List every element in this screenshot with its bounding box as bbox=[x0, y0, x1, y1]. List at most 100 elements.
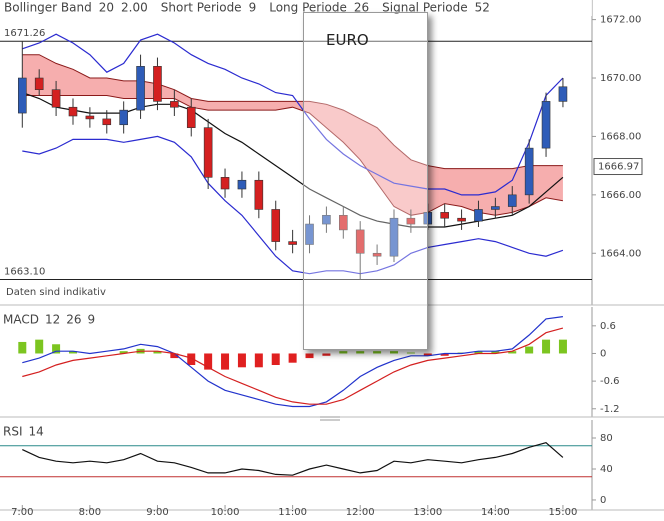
candle-body bbox=[339, 214, 348, 231]
candle-body bbox=[406, 217, 416, 225]
indicator-line bbox=[22, 92, 564, 228]
macd-bar bbox=[542, 339, 551, 354]
indicator-label: Signal Periode bbox=[382, 1, 467, 15]
panel-param: 9 bbox=[88, 313, 96, 327]
macd-bar bbox=[187, 353, 196, 365]
candle-body bbox=[440, 212, 449, 219]
y-tick-label: 1666.00 bbox=[600, 190, 641, 201]
macd-bar bbox=[558, 339, 567, 354]
candle-body bbox=[85, 115, 95, 120]
panel-param: 14 bbox=[29, 425, 44, 439]
y-tick-label: 1664.00 bbox=[600, 248, 641, 259]
candle-body bbox=[18, 77, 27, 114]
candle-body bbox=[558, 86, 568, 102]
candle-body bbox=[34, 77, 44, 91]
macd-bar bbox=[18, 341, 27, 354]
y-tick-label: 40 bbox=[600, 464, 613, 475]
last-price-box bbox=[593, 158, 643, 176]
macd-bar bbox=[305, 353, 314, 359]
indicator-label: Bollinger Band bbox=[4, 1, 92, 15]
y-tick-label: -1.2 bbox=[600, 404, 620, 415]
candle-body bbox=[102, 118, 112, 126]
euro-window[interactable]: EURO bbox=[303, 12, 428, 350]
candle-body bbox=[237, 179, 247, 190]
macd-bar bbox=[491, 351, 500, 354]
macd-bar bbox=[423, 353, 432, 356]
y-tick-label: 0.6 bbox=[600, 321, 616, 332]
macd-bar bbox=[221, 353, 230, 370]
x-tick-label: 14:00 bbox=[481, 507, 510, 518]
candle-body bbox=[271, 209, 281, 242]
candle-body bbox=[51, 89, 61, 108]
macd-line bbox=[22, 316, 563, 408]
candle-body bbox=[355, 229, 365, 254]
macd-bar bbox=[52, 344, 61, 354]
cloud-line bbox=[22, 95, 563, 216]
x-tick-label: 11:00 bbox=[278, 507, 307, 518]
macd-bar bbox=[153, 351, 162, 354]
candle-body bbox=[119, 109, 128, 126]
panel-title: MACD bbox=[3, 313, 39, 327]
macd-bar bbox=[170, 353, 179, 359]
macd-bar bbox=[373, 351, 382, 354]
x-tick-label: 15:00 bbox=[549, 507, 578, 518]
panel-param: 26 bbox=[66, 313, 81, 327]
panel-param: 12 bbox=[45, 313, 60, 327]
macd-bar bbox=[474, 351, 483, 354]
cloud-fill bbox=[22, 54, 563, 216]
macd-bar bbox=[389, 351, 398, 354]
panel-title: RSI bbox=[3, 425, 23, 439]
y-tick-label: 1672.00 bbox=[600, 15, 641, 26]
candle-body bbox=[524, 147, 534, 196]
candle-body bbox=[254, 179, 264, 210]
overlay-title: EURO bbox=[326, 31, 369, 49]
macd-bar bbox=[68, 351, 77, 354]
candle-body bbox=[220, 177, 230, 190]
macd-bar bbox=[406, 352, 415, 354]
high-label: 1671.26 bbox=[4, 28, 45, 39]
indicator-line bbox=[22, 33, 564, 196]
candle-body bbox=[474, 209, 483, 222]
macd-bar bbox=[339, 351, 348, 354]
candle-body bbox=[491, 206, 500, 210]
indicator-param: 52 bbox=[475, 1, 490, 15]
candle-body bbox=[203, 127, 213, 178]
x-tick-label: 9:00 bbox=[146, 507, 168, 518]
indicator-line bbox=[22, 135, 564, 275]
macd-bar bbox=[322, 353, 331, 356]
indicator-param: 20 bbox=[99, 1, 114, 15]
low-label: 1663.10 bbox=[4, 267, 45, 278]
last-price: 1666.97 bbox=[598, 162, 639, 173]
candle-body bbox=[507, 194, 517, 207]
x-tick-label: 7:00 bbox=[11, 507, 33, 518]
macd-bar bbox=[508, 351, 517, 354]
macd-bar bbox=[288, 353, 297, 363]
candle-body bbox=[186, 106, 196, 128]
macd-bar bbox=[119, 351, 128, 354]
macd-bar bbox=[254, 353, 263, 368]
macd-bar bbox=[204, 353, 213, 370]
candle-body bbox=[305, 223, 314, 245]
macd-bar bbox=[356, 351, 365, 354]
macd-bar bbox=[237, 353, 246, 368]
macd-bar bbox=[271, 353, 280, 365]
x-tick-label: 8:00 bbox=[79, 507, 101, 518]
cloud-line bbox=[22, 54, 563, 170]
x-tick-label: 12:00 bbox=[346, 507, 375, 518]
macd-bar bbox=[35, 339, 44, 354]
x-tick-label: 10:00 bbox=[211, 507, 240, 518]
candle-body bbox=[68, 106, 78, 117]
note: Daten sind indikativ bbox=[6, 287, 106, 298]
candle-body bbox=[322, 214, 331, 225]
candle-body bbox=[389, 217, 399, 257]
candle-body bbox=[136, 66, 145, 111]
y-tick-label: 80 bbox=[600, 433, 613, 444]
y-tick-label: 0 bbox=[600, 495, 606, 506]
header-bg bbox=[0, 0, 592, 16]
candle-body bbox=[457, 217, 466, 222]
indicator-param: 9 bbox=[249, 1, 257, 15]
indicator-label: Long Periode bbox=[269, 1, 347, 15]
macd-line bbox=[22, 327, 564, 405]
candle-body bbox=[153, 66, 162, 102]
indicator-param: 2.00 bbox=[121, 1, 148, 15]
